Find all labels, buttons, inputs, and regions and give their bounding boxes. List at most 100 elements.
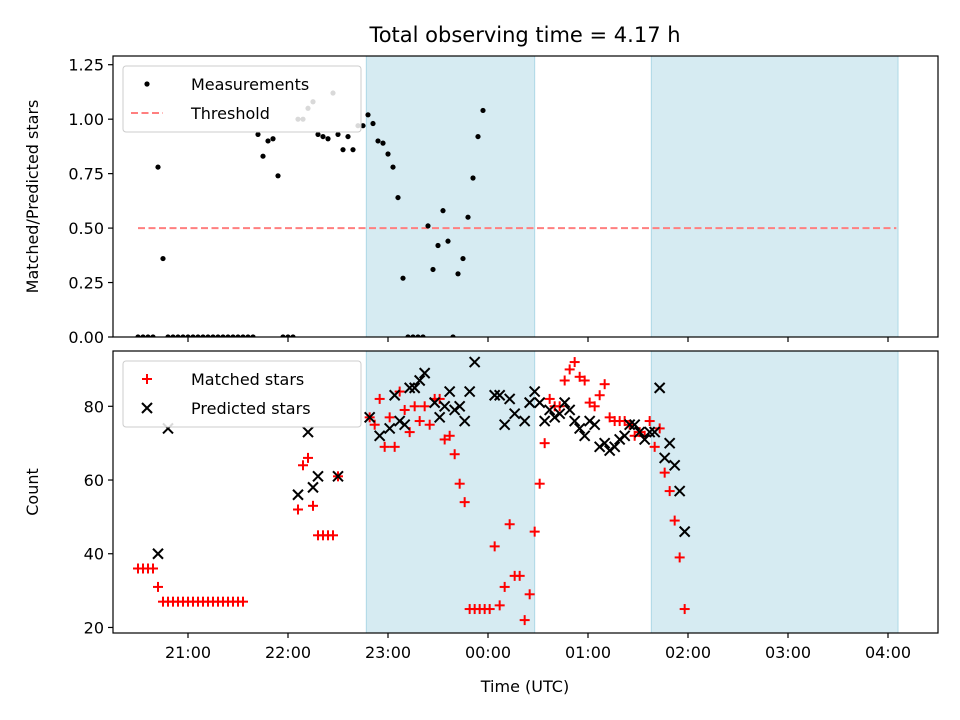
measurement-point — [315, 131, 321, 138]
predicted-star-point — [523, 396, 536, 409]
y-tick-label: 40 — [84, 545, 104, 564]
measurement-point — [320, 133, 326, 140]
predicted-star-point — [553, 407, 566, 420]
matched-star-point — [444, 430, 455, 441]
measurement-point — [275, 173, 281, 179]
predicted-star-point — [312, 470, 324, 483]
matched-star-point — [399, 404, 410, 415]
matched-star-point — [499, 581, 510, 592]
matched-star-point — [594, 390, 605, 401]
y-tick-label: 1.25 — [68, 56, 104, 75]
y-axis-label: Count — [23, 468, 42, 516]
measurement-point — [250, 334, 256, 337]
predicted-star-point — [673, 485, 686, 497]
measurement-point — [475, 133, 481, 140]
matched-star-point — [379, 441, 390, 452]
measurement-point — [465, 214, 471, 220]
predicted-star-point — [428, 396, 441, 409]
measurement-point — [225, 334, 231, 337]
measurement-point — [425, 223, 431, 229]
predicted-star-point — [453, 400, 466, 413]
measurement-point — [195, 334, 201, 337]
predicted-star-point — [648, 426, 661, 438]
matched-star-point — [504, 519, 515, 530]
predicted-star-point — [292, 489, 304, 501]
matched-star-point — [238, 596, 248, 607]
matched-star-point — [514, 570, 525, 581]
matched-star-point — [559, 375, 570, 386]
predicted-star-point — [588, 419, 601, 431]
measurement-point — [370, 120, 376, 127]
measurement-point — [415, 334, 421, 337]
measurement-point — [340, 147, 346, 153]
matched-star-point — [389, 441, 400, 452]
matched-star-point — [484, 604, 495, 615]
bottom-panel: 20 40 60 80 21:00 22:00 23:00 00:00 01:00 02:00 03… — [23, 350, 939, 662]
matched-star-point — [449, 449, 460, 460]
shaded-region — [365, 55, 536, 338]
predicted-star-point — [488, 389, 501, 401]
measurement-point — [455, 271, 461, 277]
legend: Matched stars Predicted stars — [122, 360, 362, 428]
predicted-star-point — [458, 415, 471, 427]
matched-star-point — [328, 530, 338, 541]
measurement-point — [460, 255, 466, 262]
y-tick-label: 20 — [84, 618, 104, 637]
measurement-point — [220, 334, 226, 337]
predicted-star-point — [668, 459, 681, 471]
axes-frame — [112, 350, 939, 634]
matched-star-point — [519, 615, 530, 626]
measurement-point — [345, 133, 351, 140]
measurement-point — [400, 275, 406, 281]
measurement-point — [265, 138, 271, 144]
y-axis-label: Matched/Predicted stars — [23, 100, 42, 294]
measurement-point — [375, 138, 381, 144]
x-tick-label: 03:00 — [765, 643, 811, 662]
measurement-point — [325, 136, 331, 142]
predicted-star-point — [508, 407, 521, 420]
x-tick-label: 01:00 — [565, 643, 611, 662]
predicted-star-point — [618, 430, 631, 442]
measurement-point — [365, 112, 371, 118]
measurement-point — [140, 334, 146, 337]
measurement-point — [430, 266, 436, 273]
predicted-star-point — [573, 422, 586, 435]
predicted-star-point — [633, 426, 646, 438]
predicted-star-point — [598, 437, 611, 449]
matched-star-point — [293, 504, 303, 515]
predicted-star-point — [398, 419, 411, 431]
x-tick-label: 02:00 — [665, 643, 711, 662]
measurement-point — [285, 334, 291, 337]
legend-label: Matched stars — [191, 370, 304, 389]
predicted-star-point — [463, 385, 476, 398]
matched-star-point — [534, 478, 545, 489]
measurement-point — [230, 334, 236, 337]
measurement-point — [135, 334, 141, 337]
predicted-star-point — [623, 419, 636, 431]
predicted-star-point — [658, 452, 671, 464]
matched-star-point — [679, 604, 690, 615]
matched-star-point — [414, 416, 425, 427]
predicted-star-point — [558, 396, 571, 409]
measurement-point — [190, 334, 196, 337]
matched-star-point — [419, 401, 430, 412]
x-tick-label: 00:00 — [465, 643, 511, 662]
predicted-star-point — [403, 382, 416, 394]
measurement-point — [150, 334, 156, 337]
legend: Measurements Threshold — [122, 65, 362, 133]
predicted-star-point — [433, 411, 446, 424]
predicted-star-point — [302, 426, 314, 438]
predicted-star-point — [628, 419, 641, 431]
matched-star-point — [674, 552, 685, 563]
matched-star-point — [524, 589, 535, 600]
predicted-star-point — [518, 415, 531, 427]
x-axis-label: Time (UTC) — [480, 677, 569, 696]
measurement-point — [390, 164, 396, 170]
measurement-point — [360, 123, 366, 129]
predicted-star-point — [528, 385, 541, 398]
predicted-star-point — [638, 433, 651, 446]
predicted-star-point — [418, 367, 431, 379]
measurement-point — [155, 164, 161, 170]
y-tick-label: 0.75 — [68, 165, 104, 184]
